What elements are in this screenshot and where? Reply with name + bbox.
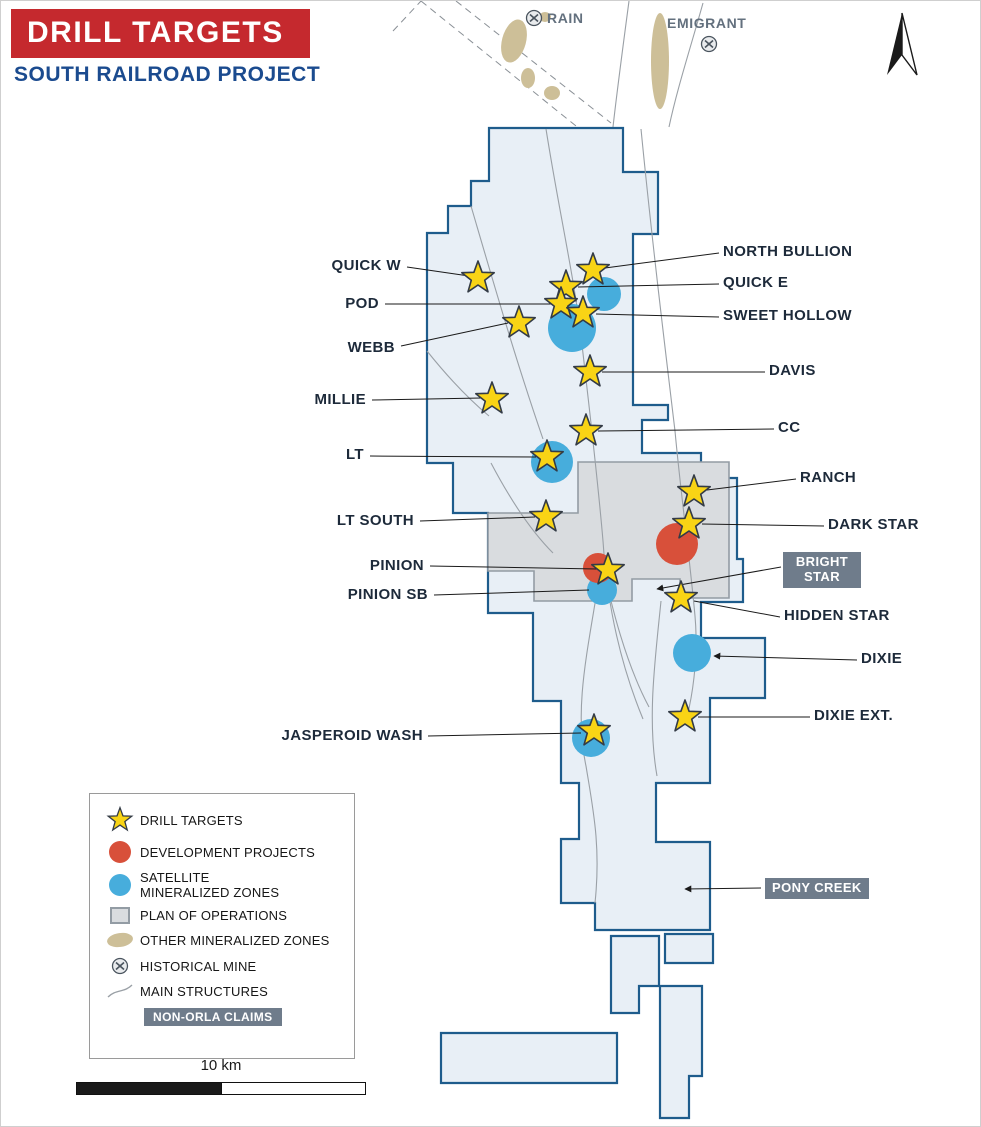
leader-millie [371,397,482,401]
historical-mine-icon [100,956,140,976]
label-quick-w: QUICK W [331,257,401,274]
leader-pony-creek [684,885,762,893]
drill-target-star-icon [100,806,140,834]
legend-label: DEVELOPMENT PROJECTS [140,844,315,860]
legend-label: SATELLITE MINERALIZED ZONES [140,870,280,900]
badge-bright-star: BRIGHT STAR [783,552,861,588]
historical-mine-rain-icon [525,9,543,27]
scale-label: 10 km [200,1057,242,1074]
satellite-zone-quick [587,277,621,311]
label-north-bullion: NORTH BULLION [723,243,853,260]
label-dixie-ext: DIXIE EXT. [814,707,894,724]
label-quick-e: QUICK E [723,274,789,291]
label-dixie: DIXIE [861,650,903,667]
leader-cc [597,428,775,432]
plan-of-operations-icon [100,907,140,924]
label-hidden-star: HIDDEN STAR [784,607,890,624]
legend-item-historical-mine: HISTORICAL MINE [100,956,344,976]
leader-pinion [429,565,598,570]
label-lt-south: LT SOUTH [336,512,414,529]
mine-label-rain: RAIN [547,10,584,26]
badge-pony-creek: PONY CREEK [765,878,869,899]
legend-item-plan-of-operations: PLAN OF OPERATIONS [100,907,344,924]
legend-item-development-projects: DEVELOPMENT PROJECTS [100,841,344,863]
scale-bar-segment [76,1082,222,1095]
legend-label: DRILL TARGETS [140,812,243,828]
satellite-zone-icon [100,874,140,896]
legend-box: DRILL TARGETS DEVELOPMENT PROJECTS SATEL… [89,793,355,1059]
label-webb: WEBB [347,339,395,356]
historical-mine-emigrant-icon [700,35,718,53]
page-title: DRILL TARGETS [27,16,284,49]
legend-item-drill-targets: DRILL TARGETS [100,806,344,834]
leader-jasperoid-wash [427,732,582,737]
label-lt: LT [345,446,364,463]
plan-of-operations-area [487,461,730,602]
main-structure-line-icon [100,983,140,999]
label-sweet-hollow: SWEET HOLLOW [723,307,852,324]
leader-sweet-hollow [595,313,720,318]
dashed-boundary-lines [392,1,612,127]
claim-piece-small-rect [663,932,715,965]
development-project-icon [100,841,140,863]
leader-bright-star [656,566,782,592]
mine-label-emigrant: EMIGRANT [667,15,747,31]
legend-label: MAIN STRUCTURES [140,983,268,999]
leader-dark-star [701,523,825,527]
title-banner: DRILL TARGETS [11,9,310,58]
label-jasperoid-wash: JASPEROID WASH [281,727,423,744]
non-orla-claims-badge: NON-ORLA CLAIMS [144,1008,282,1026]
legend-item-non-orla: NON-ORLA CLAIMS [100,1006,344,1026]
label-dark-star: DARK STAR [828,516,919,533]
label-millie: MILLIE [314,391,366,408]
legend-item-main-structures: MAIN STRUCTURES [100,983,344,999]
scale-bar [76,1082,366,1095]
leader-lines [369,252,858,893]
leader-hidden-star [693,600,781,618]
leader-dixie [713,652,858,661]
leader-lt [369,455,537,458]
satellite-zone-dixie [673,634,711,672]
claim-piece-right-tall [658,984,704,1120]
legend-item-satellite-zones: SATELLITE MINERALIZED ZONES [100,870,344,900]
legend-label: HISTORICAL MINE [140,958,257,974]
development-dark-star [656,523,698,565]
leader-pinion-sb [433,589,590,596]
label-pinion: PINION [369,557,424,574]
claim-piece-lower-strip [609,934,661,1015]
legend-label: OTHER MINERALIZED ZONES [140,932,330,948]
leader-webb [400,322,509,347]
other-mineralized-zone-icon [100,931,140,949]
north-arrow-icon [887,12,918,76]
leader-lt-south [419,516,536,522]
legend-label: PLAN OF OPERATIONS [140,908,288,923]
top-structure-lines [612,1,704,128]
leader-north-bullion [604,252,720,269]
page-subtitle: SOUTH RAILROAD PROJECT [14,63,321,86]
legend-item-other-zones: OTHER MINERALIZED ZONES [100,931,344,949]
leader-ranch [706,478,797,491]
label-pinion-sb: PINION SB [347,586,428,603]
leader-quick-e [577,283,720,288]
label-cc: CC [778,419,801,436]
scale-bar-segment [221,1082,366,1095]
claim-piece-bottom-rect [439,1031,619,1085]
leader-quick-w [406,266,470,277]
label-pod: POD [345,295,379,312]
label-davis: DAVIS [769,362,816,379]
label-ranch: RANCH [800,469,857,486]
